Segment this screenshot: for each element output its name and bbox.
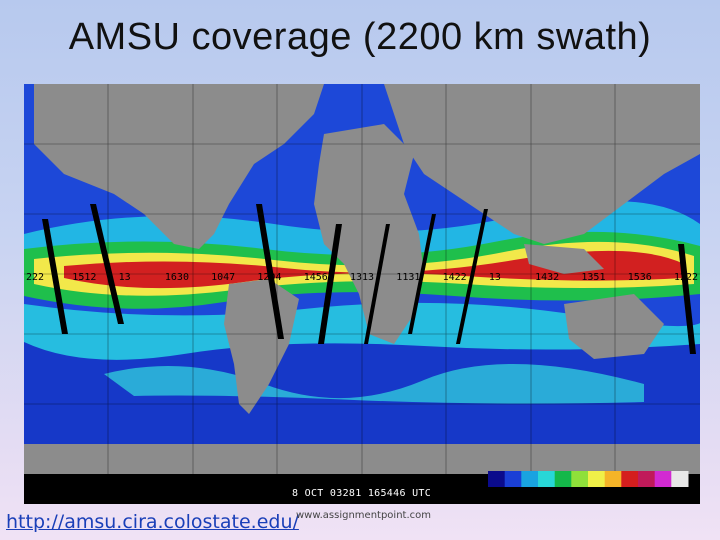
north-america bbox=[34, 84, 324, 249]
swath-gap bbox=[678, 244, 696, 354]
watermark: www.assignmentpoint.com bbox=[296, 510, 431, 521]
orbit-label: 1456 bbox=[304, 272, 328, 283]
colorbar-swatch bbox=[488, 471, 506, 487]
south-america bbox=[224, 279, 299, 414]
swath-gap bbox=[318, 224, 342, 344]
orbit-label: 222 bbox=[26, 272, 44, 283]
colorbar-swatch bbox=[604, 471, 622, 487]
orbit-label: 13 bbox=[119, 272, 131, 283]
swath-gap bbox=[408, 214, 436, 334]
swath-gap bbox=[364, 224, 390, 344]
orbit-label: 1422 bbox=[443, 272, 467, 283]
australia bbox=[564, 294, 664, 359]
orbit-label: 1351 bbox=[581, 272, 605, 283]
orbit-label: 13 bbox=[489, 272, 501, 283]
colorbar-swatch bbox=[638, 471, 656, 487]
orbit-labels: 222 1512 13 1630 1047 1204 1456 1313 1131 1422 13 1… bbox=[26, 272, 698, 283]
orbit-label: 1536 bbox=[628, 272, 652, 283]
orbit-label: 1630 bbox=[165, 272, 189, 283]
maritime-continent bbox=[524, 244, 604, 274]
map-image: 222 1512 13 1630 1047 1204 1456 1313 1131 1422 13 1… bbox=[24, 84, 700, 504]
colorbar-swatch bbox=[521, 471, 539, 487]
orbit-label: 1047 bbox=[211, 272, 235, 283]
orbit-label: 1512 bbox=[72, 272, 96, 283]
colorbar-swatch bbox=[504, 471, 522, 487]
swath-gap bbox=[42, 219, 68, 334]
source-link[interactable]: http://amsu.cira.colostate.edu/ bbox=[6, 511, 299, 533]
slide-title: AMSU coverage (2200 km swath) bbox=[68, 16, 652, 58]
colorbar-swatch bbox=[671, 471, 689, 487]
orbit-label: 1432 bbox=[535, 272, 559, 283]
swath-gap bbox=[256, 204, 284, 339]
colorbar-swatch bbox=[654, 471, 672, 487]
colorbar-swatch bbox=[538, 471, 556, 487]
orbit-label: 1204 bbox=[257, 272, 281, 283]
asia bbox=[384, 84, 700, 244]
colorbar-swatch bbox=[621, 471, 639, 487]
amsu-coverage-map: 222 1512 13 1630 1047 1204 1456 1313 1131 1422 13 1… bbox=[24, 84, 700, 504]
colorbar-swatch bbox=[554, 471, 572, 487]
orbit-label: 1313 bbox=[350, 272, 374, 283]
swath-gap bbox=[456, 209, 488, 344]
europe-africa bbox=[314, 124, 424, 344]
swath-gaps bbox=[42, 204, 696, 354]
orbit-label: 1131 bbox=[396, 272, 420, 283]
colorbar-swatch bbox=[571, 471, 589, 487]
map-timestamp: 8 OCT 03281 165446 UTC bbox=[292, 488, 432, 499]
swath-gap bbox=[90, 204, 124, 324]
colorbar bbox=[488, 471, 689, 487]
colorbar-swatch bbox=[588, 471, 606, 487]
orbit-label: 1222 bbox=[674, 272, 698, 283]
